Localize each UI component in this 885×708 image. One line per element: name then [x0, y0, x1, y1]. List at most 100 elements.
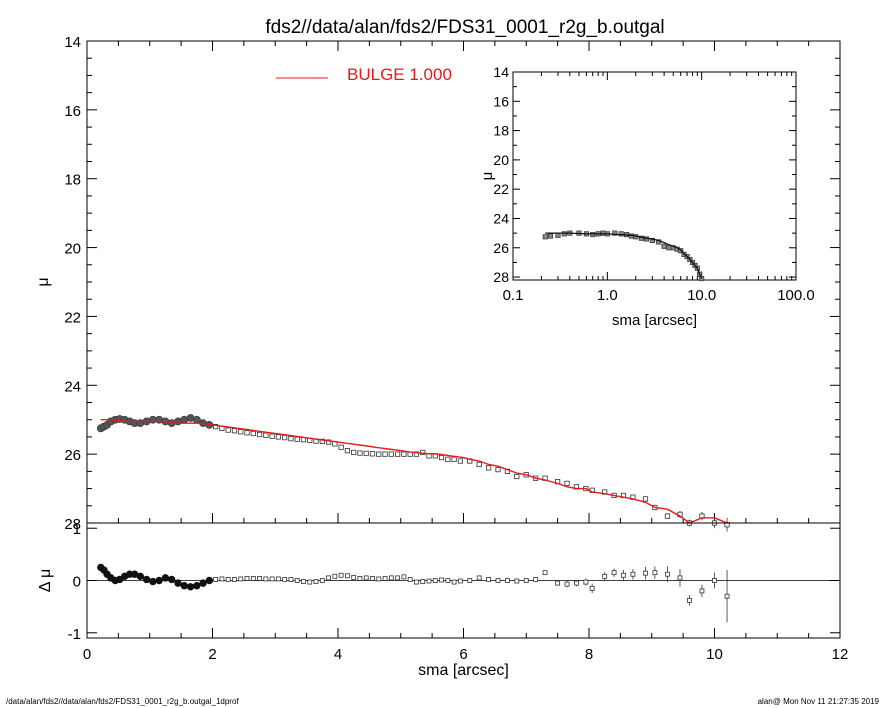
y-tick-label: 24: [64, 378, 81, 395]
residual-point: [699, 588, 705, 594]
residual-point: [301, 579, 306, 584]
inset-data-point: [649, 237, 655, 244]
residual-point: [186, 583, 195, 591]
inset-data-point: [555, 232, 561, 238]
data-point: [363, 450, 369, 457]
residual-point: [370, 576, 375, 581]
inset-x-axis-label: sma [arcsec]: [612, 312, 697, 329]
residual-point: [180, 582, 188, 590]
residual-point: [269, 576, 275, 582]
inset-data-point: [547, 233, 554, 239]
data-point: [642, 496, 649, 502]
data-point: [445, 456, 451, 462]
data-point: [395, 451, 401, 457]
residual-point: [238, 576, 244, 582]
figure-title: fds2//data/alan/fds2/FDS31_0001_r2g_b.ou…: [265, 17, 664, 38]
residual-point: [338, 572, 344, 578]
residual-point: [174, 579, 182, 587]
residual-point: [168, 575, 176, 584]
residual-point: [643, 570, 648, 576]
y-tick-label: 18: [64, 172, 81, 189]
y-tick-label: 16: [64, 103, 81, 120]
data-point: [664, 513, 671, 519]
residual-point: [589, 585, 595, 591]
y-axis-label: Δ μ: [37, 569, 54, 592]
residual-point: [363, 575, 369, 581]
data-point: [382, 451, 388, 457]
data-point: [282, 435, 288, 441]
residual-point: [677, 575, 683, 581]
residual-point: [213, 577, 219, 582]
residual-point: [555, 580, 561, 586]
residual-point: [193, 582, 201, 590]
data-point: [288, 436, 294, 442]
data-point: [325, 439, 332, 445]
data-point: [388, 451, 394, 457]
inset-y-axis-label: μ: [479, 172, 496, 181]
residual-point: [724, 593, 730, 599]
y-tick-label: 14: [64, 34, 81, 51]
residual-point: [395, 575, 401, 581]
data-point: [263, 432, 269, 438]
residual-point: [712, 578, 717, 583]
inset-data-point: [590, 232, 596, 238]
data-point: [495, 467, 501, 473]
inset-y-tick-label: 16: [493, 93, 509, 109]
residual-point: [307, 579, 313, 585]
y-tick-label: 22: [64, 309, 81, 326]
x-axis-label: sma [arcsec]: [418, 662, 509, 679]
residual-point: [583, 579, 589, 585]
y-axis-label: μ: [35, 277, 52, 286]
inset-y-tick-label: 26: [493, 240, 509, 256]
x-tick-label: 2: [208, 646, 216, 663]
residual-point: [414, 579, 419, 585]
residual-point: [376, 576, 382, 582]
residual-point: [382, 576, 388, 581]
x-tick-label: 0: [83, 646, 91, 663]
residual-point: [523, 578, 529, 583]
x-tick-label: 10: [706, 646, 723, 663]
data-point: [413, 451, 420, 457]
inset-y-tick-label: 28: [493, 269, 509, 285]
data-point: [485, 465, 492, 471]
inset-model-line: [545, 232, 703, 279]
residual-point: [142, 575, 151, 584]
inset-x-tick-label: 100.0: [777, 287, 815, 304]
inset-y-tick-label: 18: [493, 123, 509, 139]
residual-point: [244, 576, 250, 581]
residual-point: [275, 576, 281, 582]
inset-x-tick-label: 10.0: [687, 287, 716, 304]
residual-point: [232, 577, 237, 582]
inset-data-point: [618, 231, 624, 237]
inset-data-point: [661, 243, 667, 249]
inset-data-point: [612, 230, 618, 236]
data-point: [451, 456, 457, 462]
residual-point: [319, 578, 325, 583]
residual-point: [514, 578, 520, 584]
residual-point: [564, 581, 570, 587]
data-point: [438, 454, 445, 461]
residual-point: [282, 577, 288, 582]
data-point: [250, 430, 256, 437]
residual-point: [426, 578, 432, 584]
y-tick-label: -1: [68, 626, 81, 643]
residual-point: [332, 573, 338, 579]
residual-point: [445, 578, 451, 583]
model-line-bulge: [100, 419, 728, 524]
residual-point: [407, 577, 413, 582]
data-point: [275, 434, 281, 440]
data-point: [357, 450, 363, 456]
data-point: [244, 430, 250, 436]
y-tick-label: 0: [73, 574, 81, 591]
residual-point: [665, 571, 670, 577]
inset-y-tick-label: 20: [493, 152, 509, 168]
data-point: [476, 461, 482, 468]
inset-x-tick-label: 1.0: [597, 287, 618, 304]
inset-data-point: [699, 275, 705, 282]
residual-point: [263, 576, 269, 582]
data-point: [319, 438, 325, 445]
data-point: [376, 451, 382, 457]
x-tick-label: 8: [585, 646, 593, 663]
residual-point: [149, 577, 157, 586]
